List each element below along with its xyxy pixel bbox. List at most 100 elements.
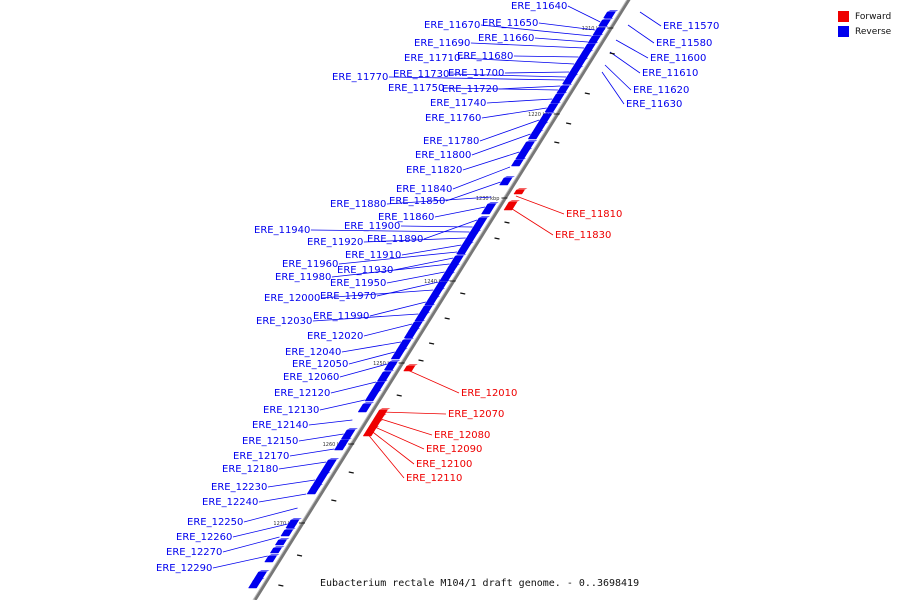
gene-label[interactable]: ERE_11880 — [330, 199, 386, 210]
leader-line — [258, 493, 307, 503]
gene-glyph[interactable] — [414, 313, 428, 322]
gene-glyph[interactable] — [264, 555, 277, 563]
gene-glyph[interactable] — [587, 35, 601, 44]
gene-glyph[interactable] — [510, 159, 524, 167]
gene-label[interactable]: ERE_11850 — [389, 196, 445, 207]
gene-label[interactable]: ERE_11890 — [367, 234, 423, 245]
gene-label[interactable]: ERE_12100 — [416, 459, 472, 470]
gene-glyph[interactable] — [513, 189, 525, 195]
gene-label[interactable]: ERE_11750 — [388, 83, 444, 94]
gene-glyph[interactable] — [424, 297, 438, 306]
gene-glyph[interactable] — [515, 149, 530, 160]
gene-label[interactable]: ERE_11720 — [442, 84, 498, 95]
leader-line — [339, 363, 388, 378]
gene-glyph[interactable] — [340, 429, 356, 440]
gene-glyph[interactable] — [503, 201, 518, 211]
gene-label[interactable]: ERE_11930 — [337, 265, 393, 276]
gene-label[interactable]: ERE_12120 — [274, 388, 330, 399]
gene-label[interactable]: ERE_12270 — [166, 547, 222, 558]
gene-glyph[interactable] — [357, 403, 372, 413]
gene-label[interactable]: ERE_11770 — [332, 72, 388, 83]
gene-label[interactable]: ERE_11620 — [633, 85, 689, 96]
gene-glyph[interactable] — [598, 19, 611, 27]
gene-label[interactable]: ERE_12170 — [233, 451, 289, 462]
gene-label[interactable]: ERE_11820 — [406, 165, 462, 176]
gene-label[interactable]: ERE_11840 — [396, 184, 452, 195]
gene-glyph[interactable] — [306, 485, 321, 495]
gene-label[interactable]: ERE_11760 — [425, 113, 481, 124]
leader-line — [479, 119, 540, 142]
gene-label[interactable]: ERE_12180 — [222, 464, 278, 475]
gene-glyph[interactable] — [544, 103, 559, 113]
gene-label[interactable]: ERE_12040 — [285, 347, 341, 358]
gene-label[interactable]: ERE_11920 — [307, 237, 363, 248]
gene-label[interactable]: ERE_11610 — [642, 68, 698, 79]
gene-label[interactable]: ERE_11960 — [282, 259, 338, 270]
gene-label[interactable]: ERE_11570 — [663, 21, 719, 32]
gene-label[interactable]: ERE_12130 — [263, 405, 319, 416]
gene-label[interactable]: ERE_12250 — [187, 517, 243, 528]
gene-glyph[interactable] — [481, 203, 497, 215]
gene-label[interactable]: ERE_12090 — [426, 444, 482, 455]
gene-glyph[interactable] — [439, 273, 453, 282]
gene-label[interactable]: ERE_11940 — [254, 225, 310, 236]
gene-label[interactable]: ERE_11640 — [511, 1, 567, 12]
gene-label[interactable]: ERE_11660 — [478, 33, 534, 44]
gene-label[interactable]: ERE_11810 — [566, 209, 622, 220]
gene-label[interactable]: ERE_12110 — [406, 473, 462, 484]
gene-label[interactable]: ERE_12010 — [461, 388, 517, 399]
gene-label[interactable]: ERE_11950 — [330, 278, 386, 289]
gene-glyph[interactable] — [603, 11, 616, 19]
gene-glyph[interactable] — [403, 365, 416, 372]
gene-label[interactable]: ERE_12080 — [434, 430, 490, 441]
gene-label[interactable]: ERE_11650 — [482, 18, 538, 29]
gene-label[interactable]: ERE_11800 — [415, 150, 471, 161]
leader-line — [449, 73, 567, 78]
gene-label[interactable]: ERE_12060 — [283, 372, 339, 383]
gene-label[interactable]: ERE_12030 — [256, 316, 312, 327]
gene-label[interactable]: ERE_11680 — [457, 51, 513, 62]
gene-glyph[interactable] — [390, 349, 406, 360]
gene-glyph[interactable] — [362, 427, 377, 437]
gene-glyph[interactable] — [280, 529, 294, 537]
gene-glyph[interactable] — [269, 547, 282, 554]
gene-glyph-top — [478, 216, 490, 218]
gene-label[interactable]: ERE_12020 — [307, 331, 363, 342]
gene-glyph[interactable] — [274, 539, 287, 546]
gene-glyph[interactable] — [550, 93, 565, 104]
gene-glyph-top — [434, 288, 446, 290]
gene-label[interactable]: ERE_11700 — [448, 68, 504, 79]
gene-label[interactable]: ERE_12230 — [211, 482, 267, 493]
gene-label[interactable]: ERE_11830 — [555, 230, 611, 241]
gene-label[interactable]: ERE_11710 — [404, 53, 460, 64]
gene-glyph[interactable] — [364, 391, 380, 402]
gene-glyph[interactable] — [377, 371, 392, 382]
gene-glyph[interactable] — [248, 579, 262, 589]
gene-label[interactable]: ERE_11990 — [313, 311, 369, 322]
gene-label[interactable]: ERE_11740 — [430, 98, 486, 109]
gene-glyph[interactable] — [499, 177, 513, 186]
gene-label[interactable]: ERE_11780 — [423, 136, 479, 147]
gene-label[interactable]: ERE_11670 — [424, 20, 480, 31]
gene-label[interactable]: ERE_12150 — [242, 436, 298, 447]
gene-label[interactable]: ERE_11970 — [320, 291, 376, 302]
gene-glyph[interactable] — [556, 85, 570, 94]
gene-label[interactable]: ERE_12050 — [292, 359, 348, 370]
gene-label[interactable]: ERE_12140 — [252, 420, 308, 431]
gene-label[interactable]: ERE_12070 — [448, 409, 504, 420]
gene-glyph[interactable] — [527, 131, 541, 140]
gene-label[interactable]: ERE_11600 — [650, 53, 706, 64]
gene-label[interactable]: ERE_11730 — [393, 69, 449, 80]
gene-label[interactable]: ERE_11630 — [626, 99, 682, 110]
gene-label[interactable]: ERE_11980 — [275, 272, 331, 283]
gene-label[interactable]: ERE_12240 — [202, 497, 258, 508]
gene-label[interactable]: ERE_11860 — [378, 212, 434, 223]
gene-label[interactable]: ERE_11690 — [414, 38, 470, 49]
gene-label[interactable]: ERE_11910 — [345, 250, 401, 261]
gene-glyph[interactable] — [403, 329, 418, 339]
gene-label[interactable]: ERE_11900 — [344, 221, 400, 232]
gene-label[interactable]: ERE_12290 — [156, 563, 212, 574]
gene-label[interactable]: ERE_12260 — [176, 532, 232, 543]
gene-label[interactable]: ERE_12000 — [264, 293, 320, 304]
gene-label[interactable]: ERE_11580 — [656, 38, 712, 49]
